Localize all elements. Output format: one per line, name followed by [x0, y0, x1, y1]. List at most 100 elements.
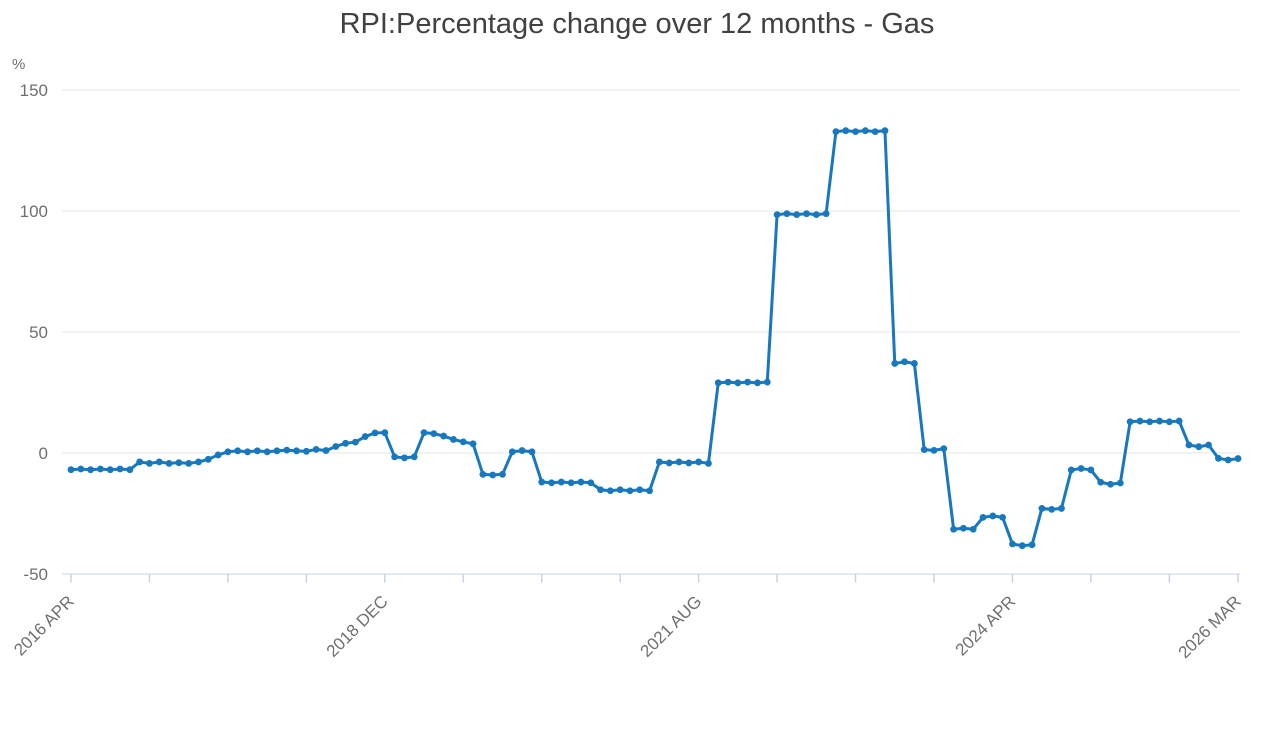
data-point[interactable]: [685, 459, 693, 467]
data-point[interactable]: [77, 465, 85, 473]
data-point[interactable]: [312, 445, 320, 453]
data-point[interactable]: [1038, 505, 1046, 512]
data-point[interactable]: [940, 445, 948, 453]
data-point[interactable]: [1058, 505, 1065, 512]
data-point[interactable]: [812, 211, 820, 219]
data-point[interactable]: [430, 430, 438, 438]
data-point[interactable]: [146, 460, 153, 467]
data-point[interactable]: [891, 360, 899, 367]
data-point[interactable]: [1097, 478, 1105, 486]
data-point[interactable]: [283, 446, 291, 454]
data-point[interactable]: [822, 210, 830, 218]
data-point[interactable]: [626, 487, 634, 495]
data-point[interactable]: [1107, 480, 1114, 488]
data-point[interactable]: [577, 478, 585, 486]
data-point[interactable]: [116, 465, 124, 473]
data-point[interactable]: [1087, 466, 1095, 474]
data-point[interactable]: [518, 447, 526, 454]
data-point[interactable]: [832, 128, 840, 136]
data-point[interactable]: [1214, 454, 1222, 462]
data-point[interactable]: [273, 447, 281, 455]
data-point[interactable]: [175, 459, 183, 467]
data-point[interactable]: [351, 438, 359, 446]
data-point[interactable]: [646, 487, 653, 495]
data-point[interactable]: [695, 458, 703, 466]
data-point[interactable]: [871, 128, 879, 136]
data-point[interactable]: [214, 451, 222, 459]
data-point[interactable]: [204, 455, 212, 463]
data-point[interactable]: [440, 432, 448, 440]
data-point[interactable]: [656, 458, 663, 466]
data-point[interactable]: [567, 479, 575, 487]
data-point[interactable]: [861, 127, 869, 135]
data-point[interactable]: [420, 429, 428, 437]
data-point[interactable]: [322, 447, 330, 454]
data-point[interactable]: [920, 446, 928, 454]
data-point[interactable]: [1028, 541, 1036, 549]
data-point[interactable]: [1136, 417, 1144, 425]
data-point[interactable]: [1009, 540, 1016, 548]
data-point[interactable]: [293, 447, 300, 455]
data-point[interactable]: [1146, 418, 1154, 426]
data-point[interactable]: [1077, 465, 1085, 472]
data-point[interactable]: [165, 460, 173, 467]
data-point[interactable]: [391, 453, 399, 461]
data-point[interactable]: [106, 466, 114, 474]
data-point[interactable]: [499, 470, 506, 478]
data-point[interactable]: [1224, 456, 1232, 464]
data-point[interactable]: [195, 458, 202, 466]
data-point[interactable]: [185, 460, 193, 467]
data-point[interactable]: [410, 453, 418, 461]
data-point[interactable]: [950, 525, 958, 533]
data-point[interactable]: [557, 478, 565, 486]
data-point[interactable]: [361, 433, 369, 440]
data-point[interactable]: [548, 479, 555, 487]
data-point[interactable]: [371, 429, 379, 437]
data-point[interactable]: [1048, 505, 1056, 513]
data-point[interactable]: [234, 447, 242, 455]
data-point[interactable]: [155, 458, 163, 466]
data-point[interactable]: [714, 379, 722, 387]
data-point[interactable]: [459, 438, 467, 446]
data-point[interactable]: [1234, 455, 1242, 462]
data-point[interactable]: [803, 210, 810, 218]
data-point[interactable]: [606, 487, 614, 495]
data-point[interactable]: [783, 210, 791, 218]
data-point[interactable]: [910, 360, 918, 367]
data-point[interactable]: [97, 465, 104, 473]
data-point[interactable]: [587, 479, 595, 487]
data-point[interactable]: [675, 458, 683, 466]
data-point[interactable]: [636, 486, 644, 494]
data-point[interactable]: [665, 459, 673, 467]
data-point[interactable]: [528, 448, 536, 456]
data-point[interactable]: [136, 458, 144, 466]
data-point[interactable]: [1018, 542, 1026, 550]
data-point[interactable]: [1116, 479, 1124, 487]
data-point[interactable]: [705, 460, 712, 467]
data-point[interactable]: [979, 513, 987, 521]
data-point[interactable]: [332, 443, 340, 450]
data-point[interactable]: [1067, 466, 1075, 474]
data-point[interactable]: [597, 486, 604, 494]
data-point[interactable]: [793, 211, 801, 219]
data-point[interactable]: [960, 524, 967, 532]
data-point[interactable]: [773, 211, 781, 219]
data-point[interactable]: [67, 466, 75, 474]
data-point[interactable]: [381, 429, 389, 437]
data-point[interactable]: [852, 128, 859, 136]
data-point[interactable]: [126, 466, 134, 474]
data-point[interactable]: [999, 513, 1007, 521]
data-point[interactable]: [302, 447, 310, 455]
data-point[interactable]: [754, 379, 761, 387]
data-point[interactable]: [1195, 443, 1203, 451]
data-point[interactable]: [744, 378, 752, 386]
data-point[interactable]: [969, 525, 977, 533]
data-point[interactable]: [1156, 417, 1163, 425]
data-point[interactable]: [479, 470, 487, 478]
data-point[interactable]: [342, 439, 349, 447]
data-point[interactable]: [263, 448, 271, 456]
data-point[interactable]: [1175, 417, 1183, 425]
data-point[interactable]: [489, 471, 497, 479]
data-point[interactable]: [616, 486, 624, 494]
data-point[interactable]: [87, 466, 95, 474]
